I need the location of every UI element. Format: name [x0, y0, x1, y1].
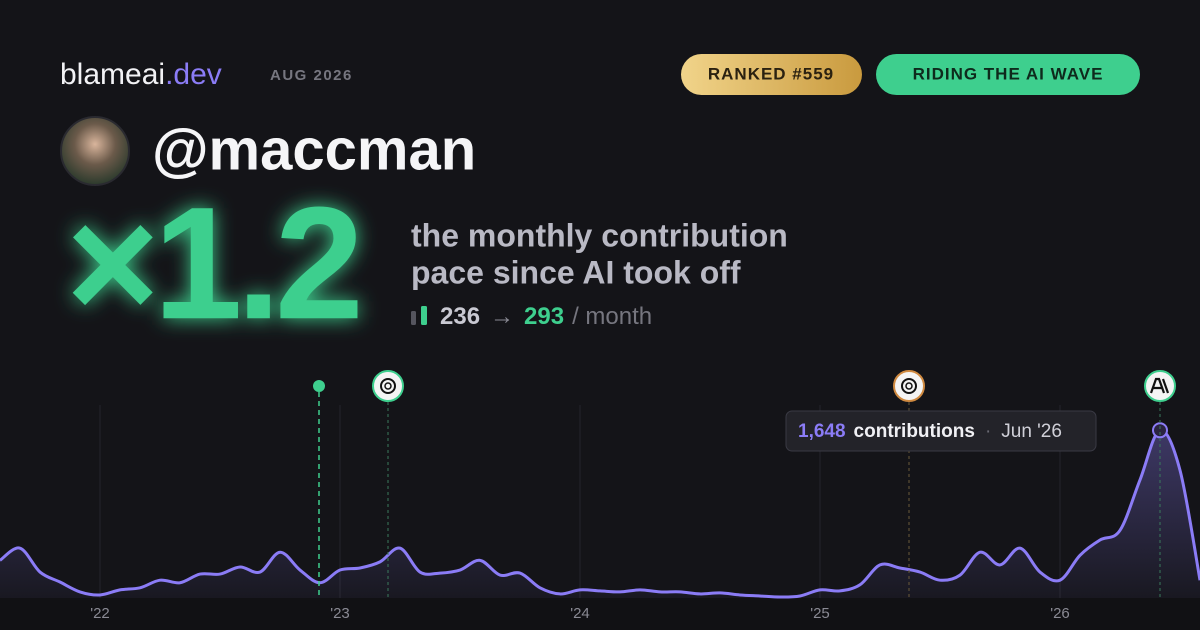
- tooltip-box: [785, 410, 1097, 452]
- stat-before: 236: [440, 303, 480, 330]
- stat-unit: / month: [572, 303, 652, 330]
- line: [0, 428, 1200, 599]
- tooltip-date: Jun '26: [1001, 421, 1062, 442]
- x-tick-label: '23: [330, 605, 350, 622]
- stat-after: 293: [524, 303, 564, 330]
- x-tick-label: '26: [1050, 605, 1070, 622]
- highlight-point: [1152, 422, 1168, 439]
- tooltip: 1,648 contributions · Jun '26: [798, 421, 1062, 442]
- avatar: [60, 116, 130, 186]
- stat-arrow: →: [490, 303, 514, 330]
- description-line: pace since AI took off: [411, 254, 741, 290]
- event-icon: [1144, 370, 1176, 402]
- wave-badge: [876, 54, 1140, 95]
- area: [0, 430, 1200, 598]
- brand: blameai.dev: [60, 58, 222, 91]
- event-icon: [372, 370, 404, 402]
- multiplier: ×1.2: [66, 173, 358, 352]
- mini-bar: [421, 306, 427, 325]
- chart: '22 '23 '24 '25 '26: [0, 405, 1200, 622]
- brand-tld: .dev: [165, 58, 222, 91]
- rank-badge: [681, 54, 862, 95]
- brand-name: blameai: [60, 58, 165, 91]
- stats: 236 → 293 / month: [440, 303, 652, 330]
- tooltip-sep: ·: [985, 421, 991, 442]
- x-tick-label: '22: [90, 605, 110, 622]
- event-dot: [313, 380, 325, 392]
- x-tick-label: '25: [810, 605, 830, 622]
- description-line: the monthly contribution: [411, 217, 788, 253]
- mini-bar: [411, 311, 416, 325]
- wave-text: RIDING THE AI WAVE: [913, 64, 1104, 83]
- event-icon: [893, 370, 925, 402]
- x-tick-label: '24: [570, 605, 590, 622]
- handle: @maccman: [152, 117, 476, 182]
- axis-band: [0, 598, 1200, 630]
- tooltip-value: 1,648: [798, 421, 846, 442]
- tooltip-label: contributions: [854, 421, 975, 442]
- rank-text: RANKED #559: [708, 64, 834, 83]
- date: AUG 2026: [270, 67, 353, 84]
